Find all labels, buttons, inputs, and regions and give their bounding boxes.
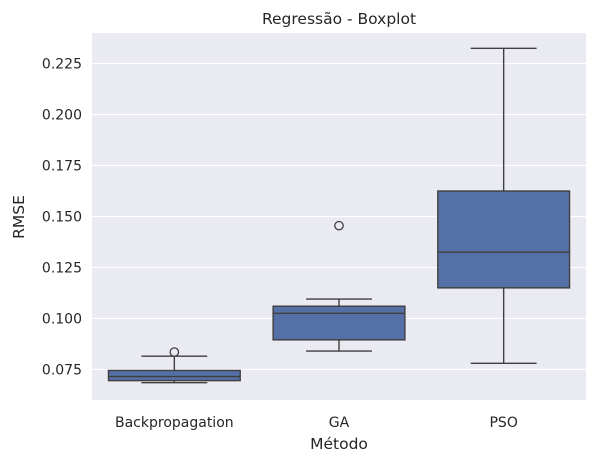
y-tick-label: 0.175: [42, 159, 82, 175]
box: [272, 305, 406, 341]
box: [437, 190, 571, 289]
box: [107, 369, 241, 382]
outlier-point: [334, 220, 344, 231]
y-tick-label: 0.075: [42, 362, 82, 378]
y-tick-label: 0.100: [42, 311, 82, 327]
y-tick-label: 0.225: [42, 57, 82, 73]
y-tick-label: 0.200: [42, 108, 82, 124]
y-axis-label: RMSE: [10, 195, 28, 239]
x-tick-label: Backpropagation: [115, 415, 234, 431]
outlier-point: [169, 347, 180, 357]
x-tick-label: GA: [329, 415, 350, 431]
x-axis-ticks: Backpropagation GA PSO: [115, 415, 518, 431]
chart-title: Regressão - Boxplot: [262, 10, 416, 28]
box-group: [272, 220, 406, 352]
y-tick-label: 0.150: [42, 210, 82, 226]
y-tick-label: 0.125: [42, 260, 82, 276]
boxes: [107, 47, 571, 384]
x-axis-label: Método: [310, 435, 368, 453]
x-tick-label: PSO: [489, 415, 517, 431]
box-group: [107, 347, 241, 384]
y-axis-ticks: 0.075 0.100 0.125 0.150 0.175 0.200 0.225: [42, 57, 82, 379]
box-group: [437, 47, 571, 364]
